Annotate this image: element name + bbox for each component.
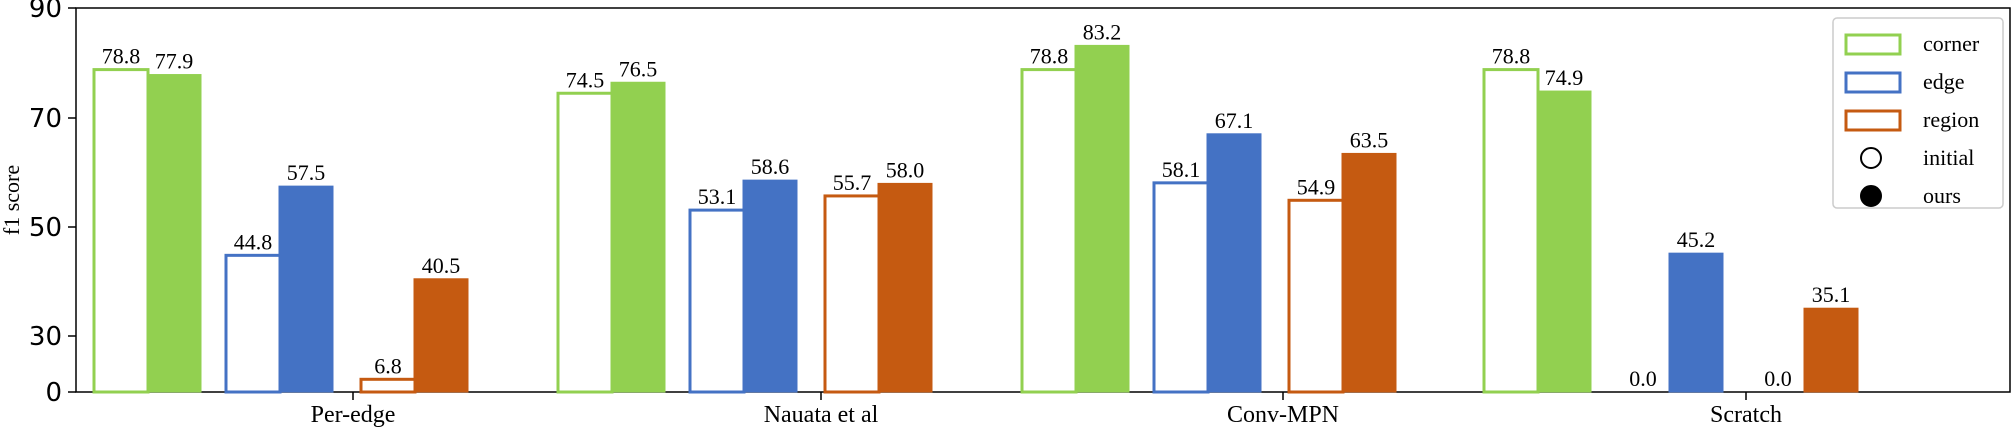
value-label: 77.9 <box>155 49 194 74</box>
value-label: 83.2 <box>1083 19 1122 44</box>
x-tick-label: Nauata et al <box>764 402 879 428</box>
value-label: 74.9 <box>1545 65 1584 90</box>
legend-label-edge: edge <box>1923 69 1965 94</box>
bar-edge-initial <box>224 253 282 394</box>
bar-corner-initial <box>1020 68 1078 394</box>
y-axis-label: f1 score <box>0 165 24 235</box>
bar-region-initial <box>359 377 417 394</box>
legend-label-region: region <box>1923 107 1979 132</box>
value-label: 45.2 <box>1677 227 1716 252</box>
bar-corner-initial <box>1482 68 1540 394</box>
legend-label-initial: initial <box>1923 145 1974 170</box>
value-label: 58.0 <box>886 157 925 182</box>
value-label: 0.0 <box>1764 366 1792 391</box>
bar-corner-ours <box>146 74 202 393</box>
legend-swatch-corner <box>1844 33 1902 56</box>
value-label: 40.5 <box>422 253 461 278</box>
value-label: 76.5 <box>619 56 658 81</box>
bar-corner-initial <box>92 68 150 394</box>
bars <box>92 44 1859 394</box>
legend-marker-initial <box>1860 147 1882 169</box>
value-label: 44.8 <box>234 229 273 254</box>
value-label: 78.8 <box>1030 44 1069 69</box>
value-labels: 78.8 77.9 44.8 57.5 6.8 40.5 74.5 76.5 53.1 58.6 5… <box>102 19 1851 391</box>
bar-edge-ours <box>742 179 798 393</box>
x-tick-label: Conv-MPN <box>1227 402 1339 428</box>
bar-edge-ours <box>1668 252 1724 393</box>
bar-corner-ours <box>1536 90 1592 393</box>
bar-corner-initial <box>556 91 614 394</box>
bar-region-initial <box>823 194 881 394</box>
legend-swatch-region <box>1844 109 1902 132</box>
legend-label-ours: ours <box>1923 183 1961 208</box>
legend-swatch-edge <box>1844 71 1902 94</box>
legend: corner edge region initial ours <box>1832 17 2004 209</box>
y-tick-label: 30 <box>29 322 62 352</box>
value-label: 58.6 <box>751 154 790 179</box>
x-tick-label: Per-edge <box>311 402 396 428</box>
value-label: 35.1 <box>1812 282 1851 307</box>
bar-region-initial <box>1287 198 1345 394</box>
legend-label-corner: corner <box>1923 31 1980 56</box>
bar-corner-ours <box>610 81 666 393</box>
bar-edge-initial <box>1152 181 1210 394</box>
legend-marker-ours <box>1860 185 1882 207</box>
value-label: 67.1 <box>1215 108 1254 133</box>
value-label: 63.5 <box>1350 127 1389 152</box>
x-tick-label: Scratch <box>1710 402 1782 428</box>
bar-region-ours <box>1341 152 1397 393</box>
value-label: 54.9 <box>1297 174 1336 199</box>
y-tick-label: 70 <box>29 104 62 134</box>
value-label: 0.0 <box>1629 366 1657 391</box>
value-label: 55.7 <box>833 170 872 195</box>
bar-edge-ours <box>278 185 334 393</box>
bar-edge-ours <box>1206 133 1262 393</box>
value-label: 78.8 <box>102 44 141 69</box>
value-label: 78.8 <box>1492 44 1531 69</box>
value-label: 74.5 <box>566 67 605 92</box>
value-label: 6.8 <box>374 353 402 378</box>
value-label: 57.5 <box>287 160 326 185</box>
bar-corner-ours <box>1074 44 1130 393</box>
bar-region-ours <box>413 278 469 393</box>
y-tick-label: 0 <box>45 378 62 408</box>
value-label: 58.1 <box>1162 157 1201 182</box>
bar-edge-initial <box>688 208 746 394</box>
value-label: 53.1 <box>698 184 737 209</box>
bar-region-ours <box>1803 307 1859 393</box>
y-tick-label: 90 <box>29 0 62 24</box>
bar-region-ours <box>877 182 933 393</box>
y-tick-label: 50 <box>29 213 62 243</box>
